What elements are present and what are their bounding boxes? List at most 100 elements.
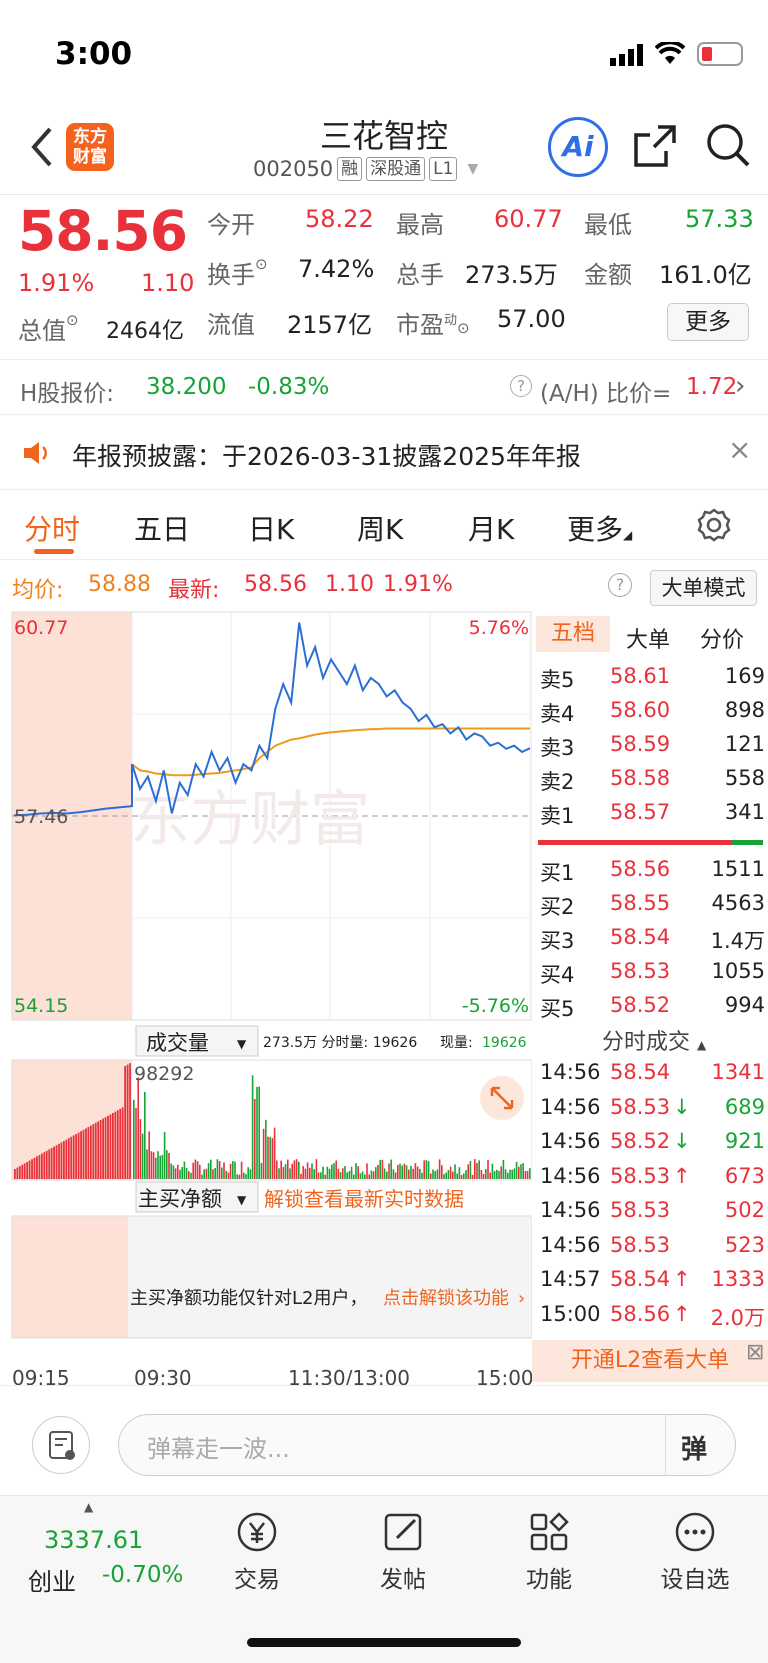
volume-bar — [139, 1119, 142, 1179]
index-name[interactable]: 创业 — [28, 1568, 76, 1596]
volume-bar — [273, 1127, 276, 1179]
volume-bar — [311, 1163, 313, 1179]
info-icon[interactable]: ⊙ — [255, 255, 268, 273]
tag-connect: 深股通 — [366, 157, 426, 181]
volume-bar — [280, 1160, 282, 1179]
help-icon[interactable]: ? — [510, 375, 532, 397]
nav-add-watchlist[interactable]: 设自选 — [645, 1510, 745, 1594]
low-value: 57.33 — [685, 205, 754, 233]
volume-bar — [36, 1156, 38, 1179]
ask-row[interactable]: 卖4 58.60 898 — [540, 698, 765, 732]
pct-top-label: 5.76% — [469, 617, 529, 639]
volume-bar — [302, 1166, 304, 1179]
ask-row[interactable]: 卖3 58.59 121 — [540, 732, 765, 766]
danmu-input[interactable]: 弹幕走一波... 弹 — [118, 1414, 736, 1476]
bid-row[interactable]: 买1 58.56 1511 — [540, 857, 765, 891]
volume-bar — [203, 1169, 205, 1179]
info-icon[interactable]: ⊙ — [457, 319, 470, 337]
volume-bar — [58, 1143, 60, 1179]
nav-post[interactable]: 发帖 — [353, 1510, 453, 1594]
help-icon[interactable]: ? — [608, 573, 632, 597]
bid-level: 买2 — [540, 895, 575, 919]
tab-five-levels[interactable]: 五档 — [536, 616, 610, 652]
volume-bar — [45, 1150, 48, 1179]
info-icon[interactable]: ⊙ — [66, 311, 79, 329]
volume-bar — [284, 1164, 287, 1179]
clock: 3:00 — [55, 36, 133, 72]
volume-bar — [287, 1159, 289, 1179]
netbuy-unlock-feature[interactable]: 点击解锁该功能 — [383, 1288, 509, 1309]
dropdown-icon[interactable]: ▼ — [467, 161, 479, 177]
more-button[interactable]: 更多 — [667, 303, 749, 341]
volume-bar — [430, 1173, 432, 1179]
danmu-toggle-icon[interactable] — [32, 1416, 90, 1474]
volume-bar — [249, 1169, 252, 1179]
tab-intraday[interactable]: 分时 — [24, 513, 81, 546]
close-icon[interactable]: × — [728, 433, 752, 466]
settings-icon[interactable] — [696, 507, 732, 550]
back-icon[interactable] — [26, 125, 56, 173]
volume-bar — [192, 1162, 194, 1179]
volume-bar — [174, 1168, 177, 1179]
nav-features[interactable]: 功能 — [499, 1510, 599, 1594]
trade-price: 58.56 — [610, 1301, 671, 1326]
volume-bar — [394, 1172, 397, 1179]
close-icon[interactable]: ⊠ — [746, 1340, 765, 1365]
danmu-placeholder: 弹幕走一波... — [147, 1435, 290, 1463]
tab-more[interactable]: 更多◢ — [567, 513, 633, 546]
open-l2-banner[interactable]: 开通L2查看大单 — [532, 1340, 768, 1382]
volume-bar — [16, 1167, 19, 1179]
tab-big-orders[interactable]: 大单 — [626, 628, 671, 653]
search-icon[interactable] — [704, 121, 752, 173]
ask-price: 58.60 — [610, 698, 671, 722]
volume-bar — [344, 1165, 346, 1179]
battery-icon — [697, 42, 743, 66]
ask-row[interactable]: 卖2 58.58 558 — [540, 766, 765, 800]
intraday-chart[interactable]: 东方财富 60.77 57.46 54.15 5.76% -5.76% 成交量 … — [0, 610, 532, 1385]
volume-selector[interactable] — [135, 1025, 259, 1057]
index-pct[interactable]: -0.70% — [102, 1562, 184, 1588]
volume-bar — [355, 1163, 357, 1179]
ask-row[interactable]: 卖1 58.57 341 — [540, 800, 765, 834]
more-dots-icon — [675, 1512, 715, 1552]
volume-bar — [126, 1064, 129, 1179]
volume-bar — [339, 1172, 342, 1179]
volume-bar — [260, 1162, 263, 1179]
nav-trade[interactable]: 交易 — [207, 1510, 307, 1594]
h-share-row[interactable]: H股报价: 38.200 -0.83% ? (A/H) 比价= 1.72 › — [0, 360, 768, 415]
tab-month-k[interactable]: 月K — [468, 513, 515, 546]
netbuy-unlock-link[interactable]: 解锁查看最新实时数据 — [264, 1187, 464, 1211]
tab-week-k[interactable]: 周K — [357, 513, 404, 546]
trade-time: 14:56 — [540, 1060, 601, 1084]
expand-icon — [490, 1086, 514, 1110]
volume-panel — [11, 1059, 532, 1181]
netbuy-selector[interactable] — [135, 1181, 259, 1213]
volume-bar — [92, 1124, 95, 1179]
big-order-mode-button[interactable]: 大单模式 — [650, 570, 757, 606]
notice-bar[interactable]: 年报预披露：于2026-03-31披露2025年年报 × — [0, 415, 768, 490]
volume-bar — [320, 1172, 322, 1179]
notice-text: 年报预披露：于2026-03-31披露2025年年报 — [72, 442, 581, 471]
tab-day-k[interactable]: 日K — [248, 513, 295, 546]
share-icon[interactable] — [632, 123, 678, 173]
volume-bar — [306, 1162, 309, 1179]
bid-row[interactable]: 买3 58.54 1.4万 — [540, 925, 765, 959]
tab-price-dist[interactable]: 分价 — [700, 628, 745, 653]
trade-volume: 689 — [724, 1094, 765, 1119]
float-label: 流值 — [207, 311, 255, 339]
trades-title[interactable]: 分时成交 ▲ — [602, 1030, 707, 1055]
bid-row[interactable]: 买2 58.55 4563 — [540, 891, 765, 925]
bid-row[interactable]: 买4 58.53 1055 — [540, 959, 765, 993]
ask-row[interactable]: 卖5 58.61 169 — [540, 664, 765, 698]
ai-button[interactable]: Ai — [548, 117, 608, 177]
chevron-down-icon: ▼ — [237, 1193, 247, 1207]
tab-five-day[interactable]: 五日 — [134, 513, 191, 546]
volume-bar — [359, 1173, 362, 1179]
trade-price: 58.53 — [610, 1198, 671, 1222]
index-value[interactable]: 3337.61 — [44, 1526, 144, 1554]
trade-row: 14:56 58.53 ↓ 689 — [540, 1095, 765, 1129]
chevron-right-icon: › — [735, 371, 746, 401]
bid-row[interactable]: 买5 58.52 994 — [540, 993, 765, 1027]
volume-bar — [28, 1160, 31, 1179]
danmu-send-button[interactable]: 弹 — [681, 1435, 708, 1465]
